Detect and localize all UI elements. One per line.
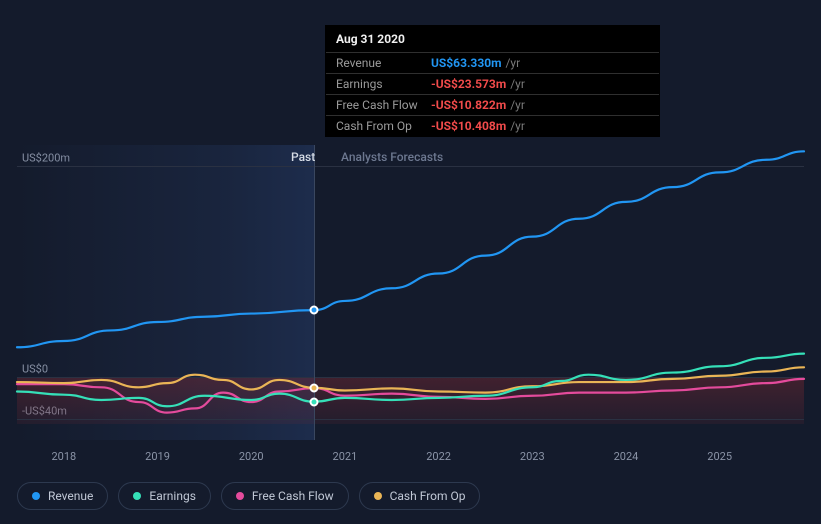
tooltip-row-value: -US$23.573m <box>431 77 506 91</box>
legend-dot-icon <box>374 492 382 500</box>
tooltip-row-unit: /yr <box>510 77 525 91</box>
marker-earnings <box>309 397 318 406</box>
legend-item-label: Earnings <box>149 489 196 503</box>
series-line-fcf <box>17 379 804 413</box>
chart-tooltip: Aug 31 2020 RevenueUS$63.330m/yrEarnings… <box>325 25 660 137</box>
legend-item-cfo[interactable]: Cash From Op <box>359 482 481 510</box>
x-axis-label: 2020 <box>239 450 264 463</box>
chart-legend: Revenue Earnings Free Cash Flow Cash From O… <box>17 482 480 510</box>
legend-item-label: Free Cash Flow <box>252 489 334 503</box>
tooltip-row-unit: /yr <box>510 119 525 133</box>
legend-dot-icon <box>133 492 141 500</box>
legend-dot-icon <box>236 492 244 500</box>
tooltip-row-unit: /yr <box>510 98 525 112</box>
tooltip-row-label: Revenue <box>336 56 431 70</box>
legend-item-fcf[interactable]: Free Cash Flow <box>221 482 349 510</box>
series-line-revenue <box>17 151 804 347</box>
x-axis-label: 2025 <box>707 450 732 463</box>
tooltip-row-label: Earnings <box>336 77 431 91</box>
tooltip-row-label: Free Cash Flow <box>336 98 431 112</box>
tooltip-date: Aug 31 2020 <box>326 26 659 53</box>
series-line-earnings <box>17 354 804 407</box>
plot-area[interactable] <box>17 145 804 440</box>
past-section-label: Past <box>291 150 315 164</box>
x-axis-label: 2024 <box>614 450 639 463</box>
tooltip-row-value: -US$10.408m <box>431 119 506 133</box>
tooltip-row: Free Cash Flow-US$10.822m/yr <box>326 95 659 116</box>
tooltip-row: Earnings-US$23.573m/yr <box>326 74 659 95</box>
forecast-section-label: Analysts Forecasts <box>341 150 443 164</box>
x-axis-label: 2019 <box>145 450 170 463</box>
legend-item-earnings[interactable]: Earnings <box>118 482 211 510</box>
marker-cfo <box>309 383 318 392</box>
legend-dot-icon <box>32 492 40 500</box>
legend-item-label: Cash From Op <box>390 489 466 503</box>
legend-item-revenue[interactable]: Revenue <box>17 482 108 510</box>
legend-item-label: Revenue <box>48 489 93 503</box>
tooltip-row: Cash From Op-US$10.408m/yr <box>326 116 659 136</box>
chart-lines <box>17 145 804 440</box>
tooltip-row-value: -US$10.822m <box>431 98 506 112</box>
x-axis-label: 2022 <box>426 450 451 463</box>
tooltip-row-value: US$63.330m <box>431 56 501 70</box>
tooltip-row-unit: /yr <box>505 56 520 70</box>
x-axis-label: 2021 <box>333 450 358 463</box>
tooltip-row: RevenueUS$63.330m/yr <box>326 53 659 74</box>
marker-revenue <box>309 306 318 315</box>
x-axis-label: 2023 <box>520 450 545 463</box>
x-axis-label: 2018 <box>51 450 76 463</box>
tooltip-row-label: Cash From Op <box>336 119 431 133</box>
